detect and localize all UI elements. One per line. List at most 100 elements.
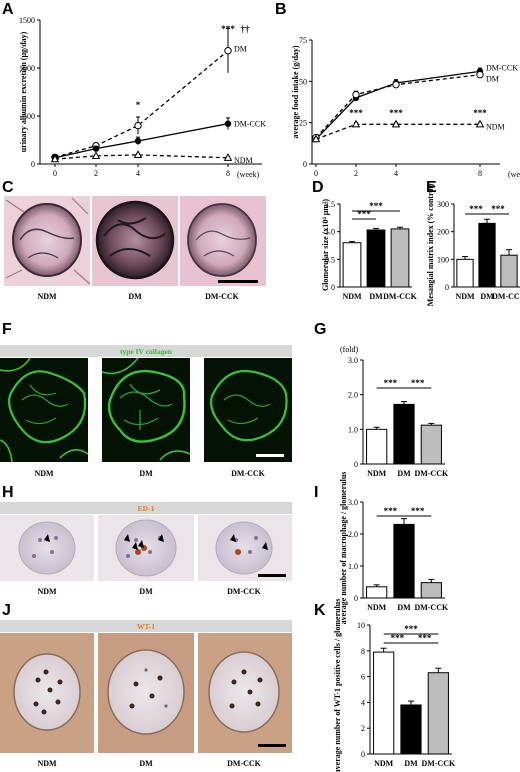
y-tick-label: 1.0 [348, 425, 358, 434]
x-tick-label: 0 [314, 169, 318, 178]
panel-label-g: G [314, 321, 326, 338]
f-label-dm: DM [139, 469, 153, 478]
h-label-ndm: NDM [37, 587, 57, 596]
panel-label-c: C [2, 179, 14, 196]
f-label-ndm: NDM [34, 469, 54, 478]
data-point [352, 90, 360, 99]
panel-label-i: I [314, 484, 318, 501]
series-label: NDM [486, 122, 505, 131]
panel-label-j: J [2, 602, 11, 619]
category-label: DM [397, 603, 411, 612]
significance-label: *** [384, 378, 398, 388]
panel-label-d: D [312, 179, 324, 196]
c-label-ndm: NDM [37, 292, 57, 301]
category-label: NDM [342, 292, 362, 301]
category-label: DM [480, 292, 494, 301]
significance-label: *** [357, 209, 371, 219]
stain-label-f: type IV collagen [120, 347, 173, 356]
data-point [311, 134, 321, 143]
data-point [475, 119, 485, 128]
chart-g: 0 1.0 2.0 3.0 NDM DM DM-CCK *** *** [348, 356, 449, 478]
y-tick-label: 2.0 [348, 530, 358, 539]
y-tick-label: 500 [23, 112, 35, 121]
panel-label-b: B [275, 1, 287, 18]
data-point [224, 47, 232, 55]
micrograph-c-dmcck [180, 196, 266, 286]
bar-ndm [342, 242, 362, 288]
y-tick-label: 1.0 [348, 562, 358, 571]
y-axis-label-i: average number of macrophage / glomerulu… [339, 472, 348, 625]
data-point [476, 71, 484, 79]
y-tick-label: 0 [331, 283, 335, 292]
x-tick-label: 0 [53, 169, 57, 178]
bar-ndm [456, 258, 474, 288]
x-tick-label: 8 [226, 169, 230, 178]
significance-label: *** [384, 506, 398, 516]
micrograph-c-dm [92, 196, 178, 286]
bar-ndm [366, 586, 388, 599]
significance-label: †† [241, 24, 251, 34]
category-label: DM-CCK [414, 469, 449, 478]
j-label-ndm: NDM [37, 759, 57, 768]
y-tick-label: 6 [361, 673, 365, 682]
stain-banner-f [0, 345, 292, 357]
y-tick-label: 1.5 [325, 200, 335, 209]
c-label-dmcck: DM-CCK [205, 292, 240, 301]
bar-dm [400, 704, 422, 755]
data-point [224, 120, 232, 127]
y-tick-label: 1.0 [325, 228, 335, 237]
y-tick-label: 3.0 [348, 498, 358, 507]
bar-dm-cck [427, 672, 449, 755]
y-tick-label: 25 [299, 119, 307, 128]
x-unit-label-a: (week) [237, 170, 260, 179]
h-label-dm: DM [139, 587, 153, 596]
y-tick-label: 8 [361, 647, 365, 656]
significance-label: *** [473, 108, 487, 118]
significance-label: *** [411, 378, 425, 388]
chart-d: 0 0.5 1.0 1.5 NDM DM DM-CCK ****** [325, 200, 418, 301]
bar-dm [478, 222, 496, 288]
y-axis-label-b: average food intake (g/day) [291, 45, 300, 138]
bar-dm [393, 403, 415, 465]
category-label: NDM [367, 469, 387, 478]
y-axis-label-k: average number of WT-1 positive cells / … [333, 599, 342, 772]
y-tick-label: 0 [31, 160, 35, 169]
y-axis-label-a: urinary albumin excretion (μg/day) [19, 31, 28, 152]
bar-dm-cck [500, 254, 518, 288]
data-point [391, 119, 401, 128]
data-point [223, 153, 233, 161]
series-line [54, 154, 229, 160]
y-tick-label: 3.0 [348, 356, 358, 365]
scale-bar-c [218, 280, 258, 283]
bar-dm [366, 229, 386, 288]
y-tick-label: 75 [299, 36, 307, 45]
category-label: NDM [367, 603, 387, 612]
x-tick-label: 8 [478, 169, 482, 178]
micrograph-j-dm [98, 633, 194, 753]
y-tick-label: 0 [361, 750, 365, 759]
category-label: DM-CCK [492, 292, 520, 301]
y-axis-label-d: Glomerular size (x10⁴ μm²) [321, 199, 330, 291]
bar-dm-cck [420, 582, 442, 599]
significance-label: *** [349, 108, 363, 118]
y-tick-label: 4 [361, 698, 365, 707]
series-label: DM [234, 45, 247, 54]
series-line [315, 123, 480, 140]
micrograph-f-dm [101, 357, 191, 462]
data-point [50, 154, 60, 163]
y-tick-label: 0 [303, 160, 307, 169]
scale-bar-f [256, 454, 284, 457]
series-line [315, 74, 481, 138]
significance-label: *** [418, 633, 432, 643]
category-label: DM-CCK [383, 292, 418, 301]
micrograph-f-ndm [0, 357, 89, 463]
chart-a: 0 500 1000 1500 0 2 4 8 DM DM-CCK NDM *** †† * [19, 16, 266, 178]
y-tick-label: 2.0 [348, 391, 358, 400]
y-tick-label: 0.5 [325, 255, 335, 264]
category-label: NDM [455, 292, 475, 301]
x-tick-label: 4 [136, 169, 140, 178]
x-tick-label: 4 [394, 169, 398, 178]
significance-label: *** [404, 624, 418, 634]
y-tick-label: 300 [437, 200, 449, 209]
